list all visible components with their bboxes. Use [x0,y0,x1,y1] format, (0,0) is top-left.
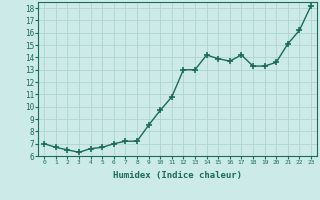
X-axis label: Humidex (Indice chaleur): Humidex (Indice chaleur) [113,171,242,180]
